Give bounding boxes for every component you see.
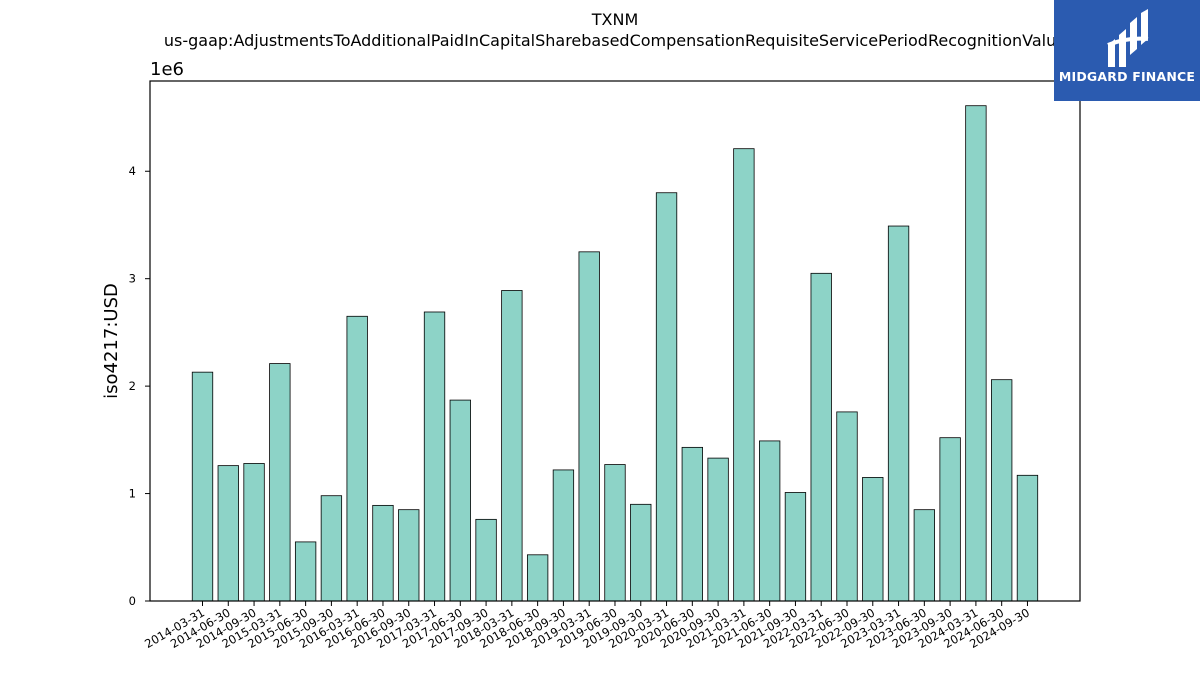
logo-text: MIDGARD FINANCE xyxy=(1058,69,1196,84)
bar-2023-03-31 xyxy=(887,225,910,602)
bar-2021-06-30 xyxy=(759,440,781,602)
bar-2014-03-31 xyxy=(191,371,214,602)
bar-2015-03-31 xyxy=(269,363,291,602)
bar-2023-06-30 xyxy=(913,509,935,602)
bar-2022-03-31 xyxy=(810,272,832,602)
bar-series xyxy=(191,105,1039,602)
bar-2024-06-30 xyxy=(991,379,1013,602)
bar-2016-06-30 xyxy=(372,504,394,602)
bar-2021-09-30 xyxy=(784,492,807,602)
bar-2015-09-30 xyxy=(320,495,343,602)
y-tick-label: 2 xyxy=(129,379,136,393)
bar-2019-06-30 xyxy=(604,464,626,602)
y-scale-label: 1e6 xyxy=(150,59,184,80)
y-axis-ticks: 0 1 2 3 4 xyxy=(129,164,150,608)
midgard-finance-logo: MIDGARD FINANCE xyxy=(1054,0,1200,101)
bar-2016-09-30 xyxy=(398,509,420,602)
y-tick-label: 0 xyxy=(129,594,136,608)
bar-2019-09-30 xyxy=(630,503,652,602)
bar-2017-03-31 xyxy=(423,311,446,602)
bar-2015-06-30 xyxy=(294,541,317,602)
x-axis-ticks: 2014-03-312014-06-302014-09-302015-03-31… xyxy=(142,601,1032,651)
bar-2022-09-30 xyxy=(862,477,884,602)
bar-2024-03-31 xyxy=(965,105,987,602)
bar-2017-09-30 xyxy=(475,518,497,602)
bar-2016-03-31 xyxy=(346,315,368,602)
bar-2019-03-31 xyxy=(578,251,600,602)
bar-2014-09-30 xyxy=(243,463,265,602)
bar-2020-09-30 xyxy=(707,457,729,602)
y-tick-label: 1 xyxy=(129,487,136,501)
y-tick-label: 4 xyxy=(129,164,136,178)
bar-2023-09-30 xyxy=(939,437,961,602)
chart-title: TXNM xyxy=(591,10,639,29)
bar-2017-06-30 xyxy=(449,399,471,602)
bar-2014-06-30 xyxy=(217,465,239,602)
y-axis-label: iso4217:USD xyxy=(101,283,122,399)
plot-frame xyxy=(149,80,1081,602)
chart-subtitle: us-gaap:AdjustmentsToAdditionalPaidInCap… xyxy=(164,31,1066,50)
bar-2024-09-30 xyxy=(1016,474,1039,602)
bar-2018-09-30 xyxy=(552,469,575,602)
bar-2018-06-30 xyxy=(526,554,549,602)
bar-2020-06-30 xyxy=(681,446,703,602)
midgard-logo-icon xyxy=(1107,9,1149,67)
bar-2018-03-31 xyxy=(501,290,523,602)
bar-2022-06-30 xyxy=(836,411,858,602)
bar-2020-03-31 xyxy=(655,192,678,602)
y-tick-label: 3 xyxy=(129,272,136,286)
bar-2021-03-31 xyxy=(733,148,755,602)
